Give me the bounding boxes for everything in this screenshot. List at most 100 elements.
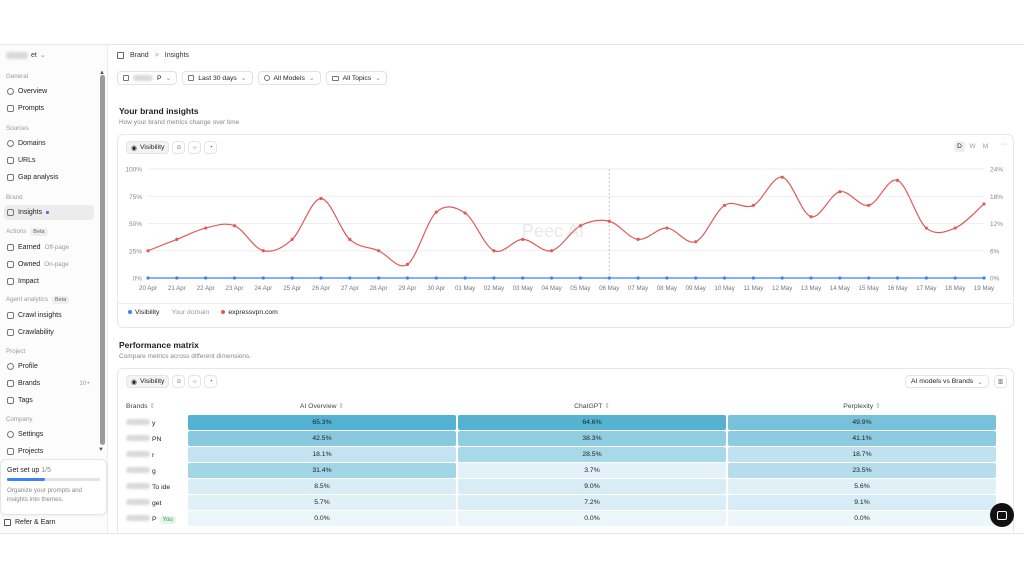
y-tick-left: 100% (125, 167, 142, 174)
sidebar-item-owned[interactable]: Owned On-page (4, 257, 94, 272)
sidebar-item-crawlability[interactable]: Crawlability (4, 325, 94, 340)
column-header-label: Brands (126, 403, 148, 410)
models-filter[interactable]: All Models ⌄ (257, 71, 321, 85)
table-row[interactable]: P You 0.0% 0.0% 0.0% (122, 511, 996, 526)
column-header-brands[interactable]: Brands ⇕ (122, 398, 186, 414)
column-header-chatgpt[interactable]: ChatGPT ⇕ (458, 398, 726, 414)
position-tab-icon[interactable]: ⁘ (188, 141, 202, 154)
refer-earn-link[interactable]: Refer & Earn (4, 519, 55, 526)
sidebar-item-earned[interactable]: Earned Off-page (4, 240, 94, 255)
column-header-ai-overview[interactable]: AI Overview ⇕ (188, 398, 456, 414)
table-row[interactable]: get 5.7% 7.2% 9.1% (122, 495, 996, 510)
chat-support-button[interactable] (990, 503, 1014, 527)
granularity-week[interactable]: W (969, 143, 976, 150)
table-row[interactable]: To ide 8.5% 9.0% 5.6% (122, 479, 996, 494)
metric-cell[interactable]: 64.6% (458, 415, 726, 430)
sidebar-item-label: Projects (18, 448, 44, 455)
setup-card[interactable]: Get set up 1/5 Organize your prompts and… (0, 459, 107, 515)
metric-cell[interactable]: 18.7% (728, 447, 996, 462)
column-header-label: ChatGPT (574, 403, 603, 410)
position-tab-icon[interactable]: ⁘ (188, 375, 202, 388)
metric-cell[interactable]: 5.7% (188, 495, 456, 510)
metric-cell[interactable]: 18.1% (188, 447, 456, 462)
metric-cell[interactable]: 7.2% (458, 495, 726, 510)
legend-domain[interactable]: expressvpn.com (221, 309, 278, 316)
brand-cell: get (122, 495, 186, 510)
tab-visibility[interactable]: ◉ Visibility (126, 141, 170, 154)
dimension-select[interactable]: AI models vs Brands ⌄ (904, 375, 989, 388)
sidebar-item-tags[interactable]: Tags (4, 393, 94, 408)
section-general: General (6, 73, 29, 80)
sidebar-item-brands[interactable]: Brands 10+ (4, 376, 94, 391)
metric-cell[interactable]: 38.3% (458, 431, 726, 446)
sidebar-item-gap-analysis[interactable]: Gap analysis (4, 170, 94, 185)
x-tick-label: 08 May (657, 285, 678, 292)
metric-cell[interactable]: 65.3% (188, 415, 456, 430)
sidebar-item-crawl-insights[interactable]: Crawl insights (4, 308, 94, 323)
granularity-day[interactable]: D (954, 141, 965, 152)
crawl-icon (7, 312, 14, 319)
data-point (636, 237, 640, 241)
you-badge: You (159, 515, 176, 524)
more-options-icon[interactable]: ··· (1000, 141, 1007, 148)
data-point (982, 202, 986, 206)
tab-visibility-label: Visibility (139, 144, 165, 151)
setup-progress-fill (7, 478, 45, 481)
data-point (434, 276, 438, 280)
metric-cell[interactable]: 23.5% (728, 463, 996, 478)
share-tab-icon[interactable]: ◔ (204, 375, 218, 388)
date-range-filter[interactable]: Last 30 days ⌄ (182, 71, 253, 85)
x-tick-label: 17 May (916, 285, 937, 292)
matrix-tab-visibility[interactable]: ◉ Visibility (126, 375, 170, 388)
sidebar-item-urls[interactable]: URLs (4, 153, 94, 168)
sidebar-item-settings[interactable]: Settings (4, 427, 94, 442)
legend-visibility[interactable]: Visibility (128, 309, 159, 316)
brand-name-redacted (126, 450, 150, 457)
sentiment-tab-icon[interactable]: ☺ (172, 375, 186, 388)
sidebar-item-prompts[interactable]: Prompts (4, 101, 94, 116)
table-row[interactable]: y 65.3% 64.6% 49.9% (122, 415, 996, 430)
metric-cell[interactable]: 31.4% (188, 463, 456, 478)
sidebar-item-impact[interactable]: Impact (4, 274, 94, 289)
metric-cell[interactable]: 28.5% (458, 447, 726, 462)
brand-cell: P You (122, 511, 186, 526)
sentiment-tab-icon[interactable]: ☺ (172, 141, 186, 154)
data-point (895, 178, 900, 182)
topics-filter[interactable]: All Topics ⌄ (325, 71, 387, 85)
sidebar-toggle-icon[interactable] (117, 52, 124, 59)
scroll-down-arrow[interactable]: ▼ (98, 447, 104, 453)
columns-toggle-icon[interactable]: ▥ (994, 375, 1007, 388)
metric-cell[interactable]: 5.6% (728, 479, 996, 494)
table-row[interactable]: r 18.1% 28.5% 18.7% (122, 447, 996, 462)
link-icon (7, 157, 14, 164)
metric-cell[interactable]: 9.1% (728, 495, 996, 510)
sidebar-item-insights[interactable]: Insights (4, 205, 94, 220)
brand-filter[interactable]: P ⌄ (117, 71, 178, 85)
metric-cell[interactable]: 9.0% (458, 479, 726, 494)
data-point (867, 203, 871, 207)
sidebar-item-domains[interactable]: Domains (4, 136, 94, 151)
sidebar-scrollbar[interactable] (100, 75, 105, 445)
data-point (405, 262, 410, 266)
breadcrumb-root[interactable]: Brand (130, 52, 149, 59)
table-row[interactable]: g 31.4% 3.7% 23.5% (122, 463, 996, 478)
column-header-perplexity[interactable]: Perplexity ⇕ (728, 398, 996, 414)
metric-cell[interactable]: 0.0% (728, 511, 996, 526)
scroll-up-arrow[interactable]: ▲ (99, 70, 105, 76)
sidebar-item-profile[interactable]: Profile (4, 359, 94, 374)
metric-cell[interactable]: 0.0% (458, 511, 726, 526)
metric-cell[interactable]: 42.5% (188, 431, 456, 446)
metric-cell[interactable]: 41.1% (728, 431, 996, 446)
workspace-switcher[interactable]: et ⌄ (6, 51, 46, 59)
sidebar-item-projects[interactable]: Projects (4, 444, 94, 459)
chevron-down-icon: ⌄ (375, 75, 381, 82)
table-row[interactable]: PN 42.5% 38.3% 41.1% (122, 431, 996, 446)
share-tab-icon[interactable]: ◔ (204, 141, 218, 154)
metric-cell[interactable]: 3.7% (458, 463, 726, 478)
metric-cell[interactable]: 0.0% (188, 511, 456, 526)
granularity-month[interactable]: M (982, 143, 989, 150)
sidebar-item-overview[interactable]: Overview (4, 84, 94, 99)
sidebar-item-sublabel: Off-page (44, 244, 69, 251)
metric-cell[interactable]: 49.9% (728, 415, 996, 430)
metric-cell[interactable]: 8.5% (188, 479, 456, 494)
